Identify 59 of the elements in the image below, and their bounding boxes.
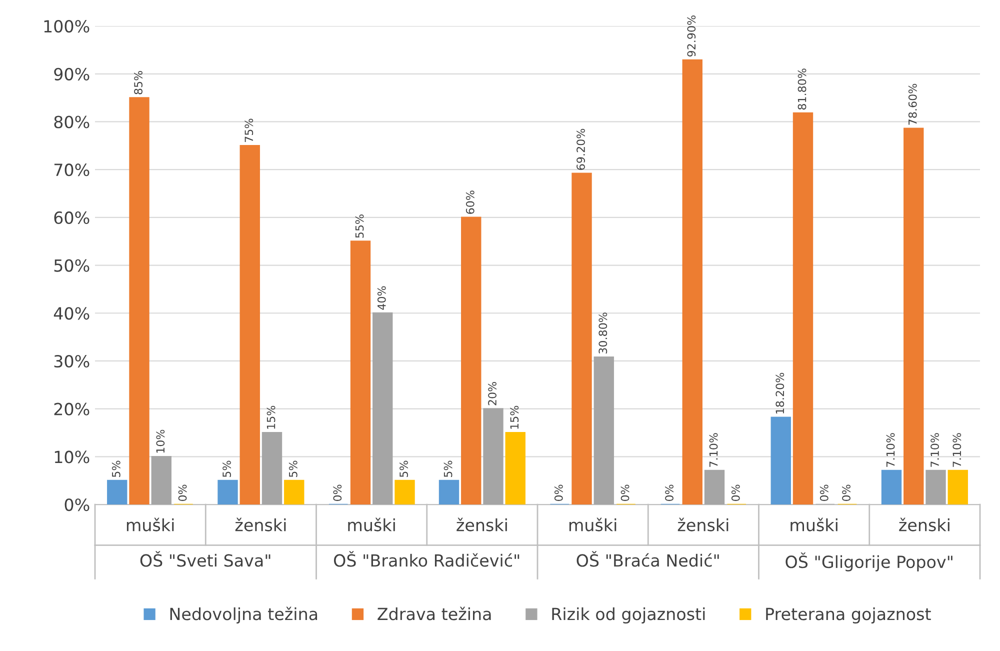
data-label: 15%	[266, 406, 276, 429]
text: OŠ "Sveti Sava"	[140, 551, 270, 567]
data-label: 85%	[134, 70, 142, 94]
y-tick-label: 70%	[54, 164, 90, 176]
data-label: 60%	[466, 190, 474, 214]
data-label: 5%	[288, 460, 298, 477]
text: OŠ "Gligorije Popov"	[786, 552, 952, 572]
data-label: 5%	[222, 460, 231, 477]
data-label: 92.90%	[687, 15, 696, 57]
data-label: 69.20%	[576, 128, 585, 170]
data-label: 40%	[377, 286, 386, 310]
x-tick-label: muški	[126, 518, 174, 532]
text: OŠ "Braća Nedić"	[576, 551, 719, 567]
data-label: 20%	[488, 382, 496, 406]
data-label: 18.20%	[776, 372, 784, 414]
data-label: 30.80%	[598, 312, 608, 354]
y-tick-label: 80%	[54, 116, 90, 128]
y-tick-label: 20%	[54, 402, 90, 416]
x-tick-label: ženski	[899, 518, 950, 532]
data-label: 7.10%	[930, 433, 939, 467]
data-label: 0%	[820, 484, 828, 502]
data-label: 81.80%	[798, 68, 806, 110]
y-tick-label: 40%	[54, 307, 90, 320]
data-label: 0%	[333, 484, 342, 502]
data-label: 55%	[355, 214, 364, 238]
x-tick-label: ženski	[678, 518, 728, 532]
data-label: 5%	[444, 460, 452, 477]
data-label: 75%	[244, 118, 254, 142]
data-label: 7.10%	[886, 433, 895, 467]
x-tick-label: ženski	[456, 518, 507, 532]
data-label: 10%	[156, 430, 165, 453]
y-tick-label: 0%	[64, 498, 90, 512]
y-tick-label: 50%	[54, 259, 90, 272]
x-tick-label: muški	[790, 518, 838, 532]
y-tick-label: 90%	[54, 68, 90, 80]
data-label: 15%	[510, 406, 519, 429]
text: OŠ "Branko Radičević"	[334, 551, 520, 567]
y-tick-label: 60%	[54, 211, 90, 224]
y-tick-label: 10%	[54, 450, 90, 464]
y-tick-label: 30%	[54, 354, 90, 368]
data-label: 7.10%	[709, 433, 718, 467]
legend-label: Zdrava težina	[378, 606, 491, 620]
data-label: 0%	[842, 484, 850, 502]
data-label: 78.60%	[908, 84, 917, 125]
data-label: 0%	[731, 484, 740, 502]
x-tick-label: muški	[348, 518, 395, 532]
legend-label: Rizik od gojaznosti	[552, 607, 705, 624]
legend-label: Preterana gojaznost	[766, 607, 931, 624]
x-tick-label: muški	[569, 518, 616, 532]
data-label: 0%	[665, 484, 674, 502]
y-tick-label: 100%	[44, 20, 90, 33]
data-label: 5%	[400, 460, 408, 477]
x-tick-label: ženski	[235, 518, 286, 532]
legend-label: Nedovoljna težina	[170, 606, 318, 624]
data-label: 7.10%	[952, 433, 962, 467]
data-label: 0%	[620, 484, 630, 502]
data-label: 0%	[554, 484, 563, 502]
data-label: 0%	[178, 484, 187, 502]
data-label: 5%	[112, 460, 120, 477]
